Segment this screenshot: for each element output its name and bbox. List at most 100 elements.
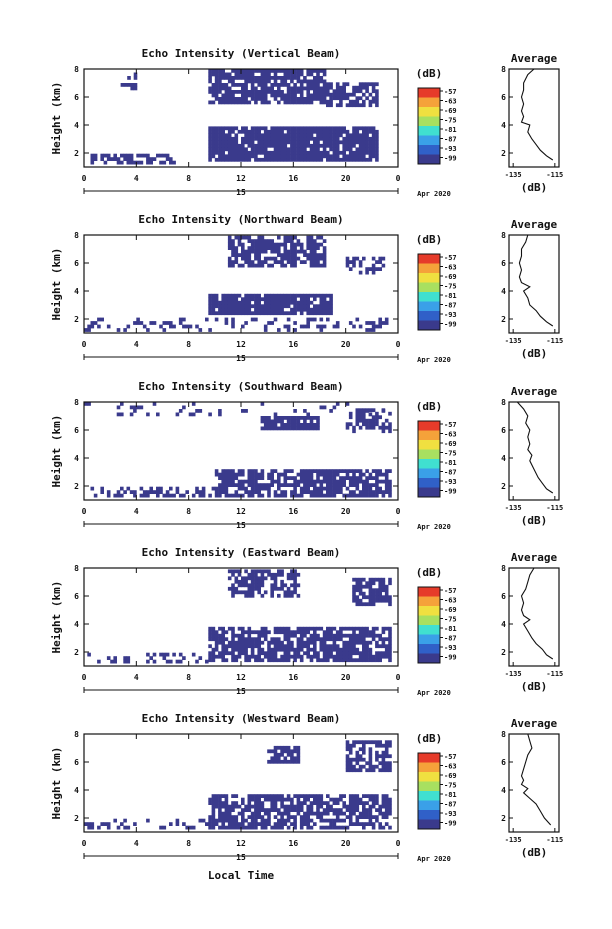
echo-cell <box>316 246 320 250</box>
echo-cell <box>267 133 271 138</box>
echo-cell <box>277 69 281 73</box>
echo-cell <box>280 490 284 494</box>
echo-cell <box>280 90 284 94</box>
echo-cell <box>211 651 216 656</box>
echo-cell <box>267 419 271 424</box>
echo-cell <box>306 647 310 652</box>
echo-cell <box>273 147 278 152</box>
echo-cell <box>299 640 304 645</box>
y-tick-label: 2 <box>74 482 79 491</box>
avg-y-tick-label: 4 <box>501 454 506 463</box>
echo-cell <box>241 472 245 477</box>
echo-cell <box>257 576 261 581</box>
echo-cell <box>296 794 301 798</box>
echo-cell <box>241 100 245 105</box>
echo-cell <box>352 425 356 430</box>
echo-cell <box>368 757 373 762</box>
echo-cell <box>352 626 356 631</box>
echo-cell <box>335 483 340 487</box>
echo-cell <box>384 595 389 600</box>
echo-cell <box>198 409 203 413</box>
echo-cell <box>313 90 317 94</box>
echo-cell <box>254 658 258 663</box>
echo-cell <box>352 588 356 593</box>
echo-cell <box>303 626 307 631</box>
echo-cell <box>100 317 104 322</box>
echo-cell <box>286 297 291 302</box>
echo-cell <box>293 423 297 427</box>
echo-cell <box>97 324 101 329</box>
echo-cell <box>316 426 320 431</box>
echo-cell <box>250 76 255 80</box>
echo-cell <box>270 93 274 98</box>
echo-cell <box>211 133 216 138</box>
colorbar-segment <box>418 819 440 830</box>
echo-cell <box>342 818 346 823</box>
echo-cell <box>270 304 274 309</box>
echo-cell <box>309 801 314 805</box>
echo-cell <box>368 412 373 417</box>
echo-cell <box>309 658 314 663</box>
echo-cell <box>286 637 291 642</box>
echo-cell <box>146 493 150 498</box>
echo-cell <box>247 154 252 159</box>
echo-cell <box>316 637 320 642</box>
echo-cell <box>267 90 271 94</box>
echo-cell <box>313 493 317 498</box>
echo-cell <box>159 490 163 494</box>
echo-cell <box>319 804 324 809</box>
echo-cell <box>211 90 216 94</box>
average-frame <box>508 401 560 501</box>
echo-cell <box>214 472 219 477</box>
echo-cell <box>234 83 239 87</box>
echo-cell <box>309 483 314 487</box>
echo-cell <box>358 150 363 155</box>
echo-cell <box>309 626 314 631</box>
echo-cell <box>224 147 229 152</box>
echo-cell <box>388 411 392 416</box>
echo-cell <box>159 825 163 830</box>
echo-cell <box>267 300 271 305</box>
echo-cell <box>303 651 307 656</box>
echo-cell <box>257 140 261 145</box>
echo-cell <box>267 69 271 73</box>
echo-cell <box>306 79 310 84</box>
average-frame <box>508 234 560 334</box>
echo-cell <box>303 483 307 487</box>
echo-cell <box>224 490 229 494</box>
echo-cell <box>371 658 376 663</box>
echo-cell <box>241 129 245 134</box>
echo-cell <box>290 644 294 649</box>
echo-cell <box>257 260 261 264</box>
echo-cell <box>263 256 268 261</box>
echo-cell <box>322 630 327 635</box>
echo-cell <box>270 749 274 754</box>
echo-cell <box>375 740 379 745</box>
echo-cell <box>116 493 121 498</box>
echo-cell <box>263 569 268 574</box>
x-tick-label: 12 <box>236 507 246 516</box>
echo-cell <box>182 405 186 410</box>
echo-cell <box>329 307 333 312</box>
echo-cell <box>273 626 278 631</box>
echo-cell <box>345 425 350 430</box>
echo-cell <box>375 754 379 759</box>
echo-cell <box>371 136 376 141</box>
echo-cell <box>214 654 219 659</box>
echo-cell <box>247 304 252 309</box>
colorbar-tick-label: -57 <box>444 254 457 262</box>
echo-cell <box>365 640 369 645</box>
echo-cell <box>214 637 219 642</box>
x-tick-label: 12 <box>236 839 246 848</box>
echo-cell <box>224 136 229 141</box>
echo-cell <box>368 418 373 423</box>
echo-cell <box>352 740 356 745</box>
echo-cell <box>277 90 281 94</box>
echo-cell <box>316 651 320 656</box>
echo-cell <box>329 644 333 649</box>
echo-cell <box>384 647 389 652</box>
echo-cell <box>263 90 268 94</box>
echo-cell <box>247 72 252 77</box>
echo-cell <box>234 569 239 574</box>
echo-cell <box>362 126 366 131</box>
